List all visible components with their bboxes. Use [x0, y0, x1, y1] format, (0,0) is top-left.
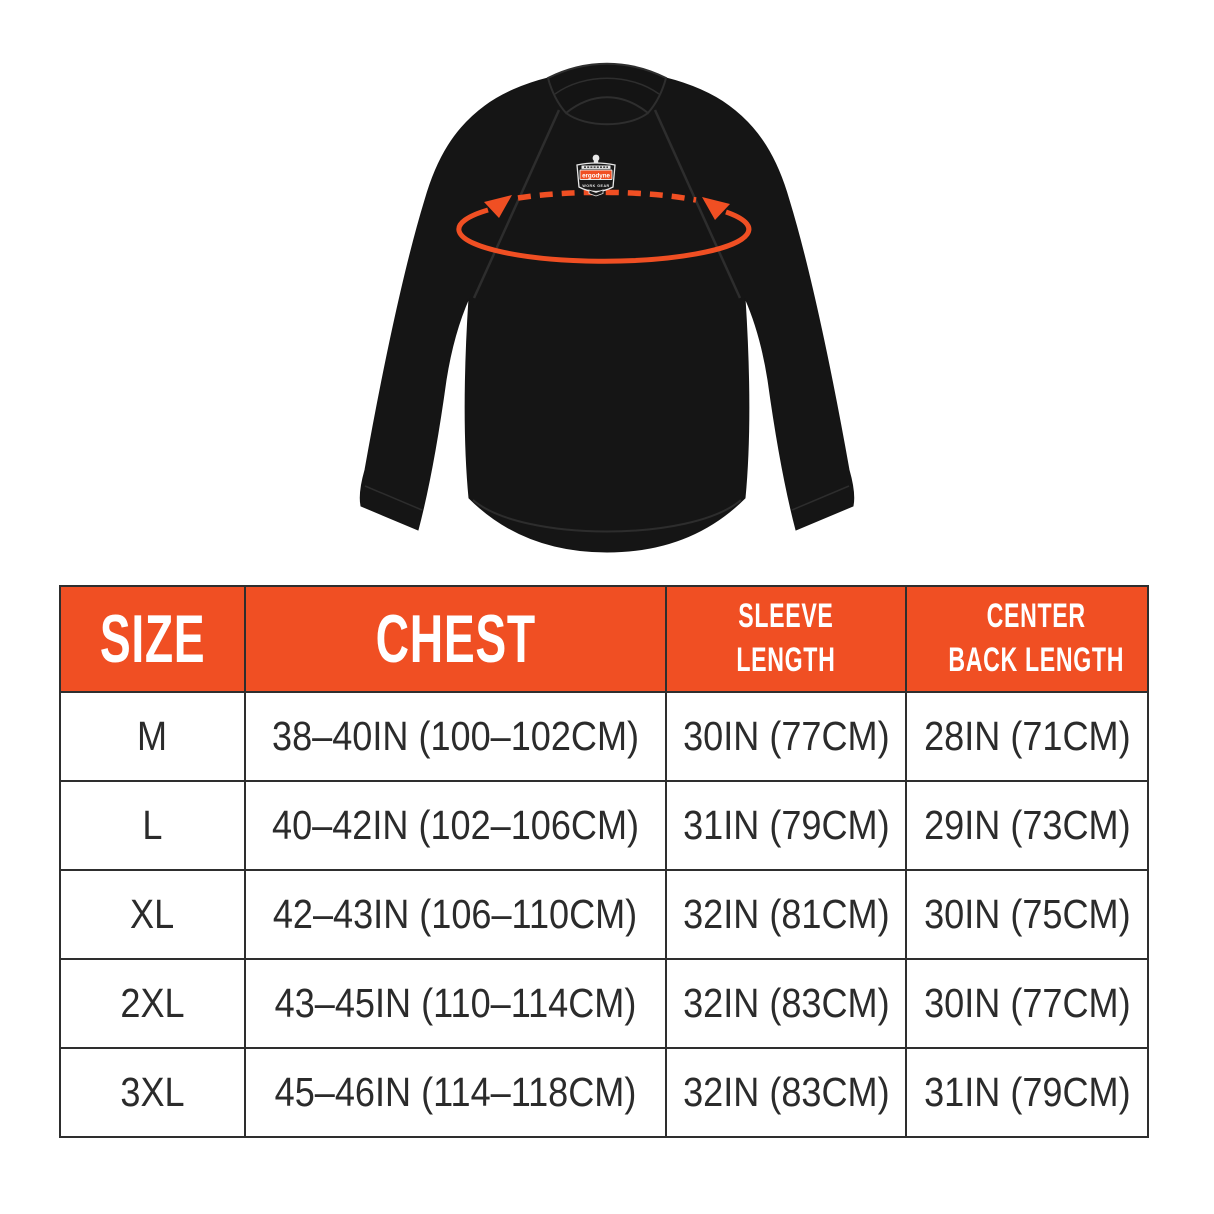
back-value: 29IN (73CM) — [923, 802, 1131, 848]
chest-cell: 40–42IN (102–106CM) — [244, 780, 667, 871]
back-cell: 30IN (77CM) — [905, 958, 1149, 1049]
back-value: 30IN (75CM) — [923, 891, 1131, 937]
badge-figure-icon — [592, 154, 600, 162]
back-value: 30IN (77CM) — [923, 980, 1131, 1026]
chest-cell: 45–46IN (114–118CM) — [244, 1047, 667, 1138]
header-center-back-length: CENTER BACK LENGTH — [905, 585, 1149, 693]
chest-cell: 43–45IN (110–114CM) — [244, 958, 667, 1049]
badge-brand-text: ergodyne — [582, 173, 610, 180]
size-cell: M — [59, 691, 246, 782]
header-back-line1: CENTER — [986, 597, 1086, 636]
back-value: 31IN (79CM) — [923, 1069, 1131, 1115]
table-row-xl: XL 42–43IN (106–110CM) 32IN (81CM) 30IN … — [59, 869, 1149, 960]
arrowhead-right-icon — [702, 197, 730, 220]
badge-tagline-text: WORK GEAR — [582, 184, 609, 188]
size-value: M — [137, 713, 168, 759]
table-row-l: L 40–42IN (102–106CM) 31IN (79CM) 29IN (… — [59, 780, 1149, 871]
size-value: XL — [130, 891, 175, 937]
sleeve-value: 32IN (83CM) — [682, 980, 890, 1026]
cuff-seam-right — [791, 485, 850, 511]
header-size-label: SIZE — [99, 601, 206, 677]
shirt-collar — [546, 62, 668, 115]
size-chart-table: SIZE CHEST SLEEVE LENGTH CENTER BACK LEN… — [59, 585, 1149, 1138]
sleeve-cell: 32IN (83CM) — [665, 1047, 907, 1138]
table-row-3xl: 3XL 45–46IN (114–118CM) 32IN (83CM) 31IN… — [59, 1047, 1149, 1138]
header-row: SIZE CHEST SLEEVE LENGTH CENTER BACK LEN… — [59, 585, 1149, 693]
sleeve-cell: 32IN (81CM) — [665, 869, 907, 960]
size-value: 2XL — [120, 980, 185, 1026]
sleeve-cell: 31IN (79CM) — [665, 780, 907, 871]
back-cell: 31IN (79CM) — [905, 1047, 1149, 1138]
back-value: 28IN (71CM) — [923, 713, 1131, 759]
header-chest-label: CHEST — [375, 601, 536, 677]
sleeve-cell: 30IN (77CM) — [665, 691, 907, 782]
chest-value: 38–40IN (100–102CM) — [271, 713, 640, 759]
size-cell: XL — [59, 869, 246, 960]
chest-value: 40–42IN (102–106CM) — [271, 802, 640, 848]
size-value: 3XL — [120, 1069, 185, 1115]
raglan-seam-right — [653, 109, 742, 299]
arrowhead-left-icon — [484, 195, 512, 218]
chest-value: 45–46IN (114–118CM) — [274, 1069, 637, 1115]
cuff-seam-left — [364, 485, 423, 511]
back-cell: 28IN (71CM) — [905, 691, 1149, 782]
chest-cell: 38–40IN (100–102CM) — [244, 691, 667, 782]
chest-measurement-arrow — [456, 189, 752, 264]
header-sleeve-length-label: SLEEVE LENGTH — [736, 595, 835, 682]
size-value: L — [142, 802, 163, 848]
sleeve-cell: 32IN (83CM) — [665, 958, 907, 1049]
header-chest: CHEST — [244, 585, 667, 693]
header-sleeve-line2: LENGTH — [736, 641, 836, 679]
badge-ribbon — [588, 189, 604, 197]
sleeve-value: 31IN (79CM) — [682, 802, 890, 848]
chest-value: 43–45IN (110–114CM) — [274, 980, 637, 1026]
back-cell: 29IN (73CM) — [905, 780, 1149, 871]
sleeve-value: 32IN (83CM) — [682, 1069, 890, 1115]
table-row-m: M 38–40IN (100–102CM) 30IN (77CM) 28IN (… — [59, 691, 1149, 782]
table-row-2xl: 2XL 43–45IN (110–114CM) 32IN (83CM) 30IN… — [59, 958, 1149, 1049]
hem-seam — [472, 499, 742, 533]
header-sleeve-line1: SLEEVE — [738, 597, 834, 636]
header-center-back-label: CENTER BACK LENGTH — [948, 595, 1124, 682]
badge-orange-band — [579, 169, 613, 180]
measure-arc-dashed — [517, 189, 697, 203]
raglan-seam-left — [472, 109, 561, 299]
brand-badge: ergodyne WORK GEAR — [576, 154, 616, 197]
size-cell: 2XL — [59, 958, 246, 1049]
badge-top-banner — [581, 165, 611, 169]
shirt-illustration: ergodyne WORK GEAR — [352, 40, 864, 555]
sleeve-value: 32IN (81CM) — [682, 891, 890, 937]
size-cell: L — [59, 780, 246, 871]
chest-cell: 42–43IN (106–110CM) — [244, 869, 667, 960]
header-size: SIZE — [59, 585, 246, 693]
back-cell: 30IN (75CM) — [905, 869, 1149, 960]
collar-inner-line — [565, 112, 649, 126]
shirt-svg: ergodyne WORK GEAR — [359, 62, 855, 553]
header-sleeve-length: SLEEVE LENGTH — [665, 585, 907, 693]
header-back-line2: BACK LENGTH — [948, 641, 1125, 679]
chest-value: 42–43IN (106–110CM) — [273, 891, 638, 937]
shirt-body — [359, 63, 855, 553]
collar-band-line — [554, 77, 660, 95]
size-cell: 3XL — [59, 1047, 246, 1138]
measure-arc-solid — [456, 207, 752, 264]
sleeve-value: 30IN (77CM) — [682, 713, 890, 759]
